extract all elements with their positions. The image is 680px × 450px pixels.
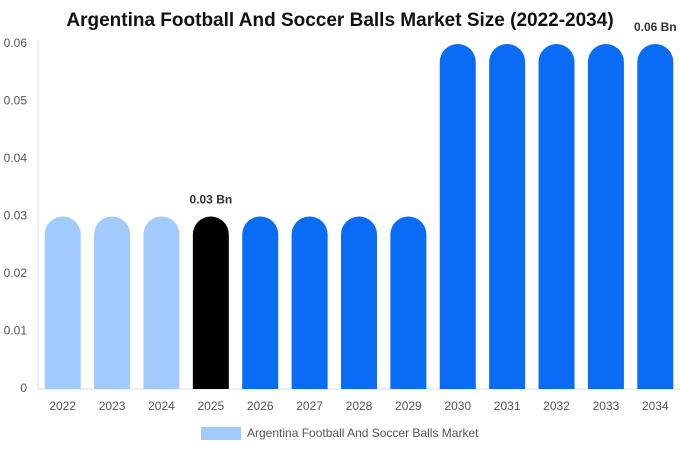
bar [439,44,476,389]
bar [192,216,229,389]
y-tick-label: 0.05 [4,94,28,108]
y-tick-label: 0.01 [4,324,28,338]
x-tick-label: 2029 [395,399,422,413]
x-tick-label: 2033 [593,399,620,413]
bar [242,216,279,389]
x-tick-label: 2034 [642,399,669,413]
x-tick-label: 2026 [247,399,274,413]
x-tick-label: 2024 [148,399,175,413]
x-tick-label: 2030 [444,399,471,413]
y-tick-label: 0.06 [4,36,28,50]
x-tick-label: 2022 [49,399,76,413]
bar [44,216,81,389]
bar [341,216,377,389]
y-tick-label: 0.03 [4,209,28,223]
bar [143,216,180,389]
y-tick-label: 0.04 [4,151,28,165]
x-tick-label: 2031 [494,399,521,413]
bar [94,216,131,389]
bar [390,216,427,389]
bar [489,43,526,389]
legend-swatch [201,427,241,440]
x-tick-label: 2028 [346,399,373,413]
chart-title: Argentina Football And Soccer Balls Mark… [66,10,613,31]
y-tick-label: 0.02 [4,266,28,280]
data-label: 0.06 Bn [634,20,677,34]
data-label: 0.03 Bn [190,193,233,207]
x-tick-label: 2025 [197,399,224,413]
bar [538,44,575,389]
legend-label: Argentina Football And Soccer Balls Mark… [247,426,479,440]
x-tick-label: 2023 [99,399,126,413]
bar [291,216,328,389]
x-tick-label: 2027 [296,399,323,413]
x-tick-label: 2032 [543,399,570,413]
bar [637,44,674,389]
y-tick-label: 0 [20,381,27,395]
bar [587,44,624,389]
